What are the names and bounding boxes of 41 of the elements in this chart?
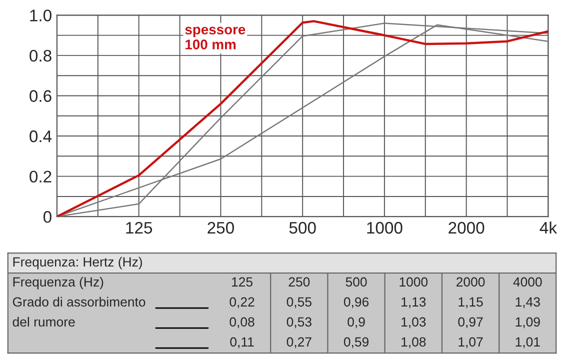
x-tick-label: 125 [126,222,152,234]
y-tick-label: 0.2 [30,170,52,183]
text: 1,13 [402,297,426,308]
x-tick-label: 500 [289,222,316,234]
text: 4000 [513,277,542,287]
y-tick-label: 0 [43,211,52,223]
text: 0,96 [344,297,369,308]
text: 0,08 [230,317,254,328]
text: 1,01 [516,337,540,348]
text: 0,22 [230,297,254,308]
text: 0,53 [286,317,312,328]
text: Frequenza: Hertz (Hz) [13,256,142,270]
text: 0,97 [458,317,483,328]
text: 0,9 [348,317,365,328]
text: 2000 [456,277,485,287]
x-tick-label: 2000 [448,222,484,234]
text: 1,03 [402,317,426,328]
text: 1000 [400,277,428,287]
y-tick-label: 0.6 [30,90,52,102]
text: 1,15 [458,297,483,308]
series-label: spessore 100 mm [185,26,246,50]
text: 0,59 [344,337,368,348]
x-tick-label: 250 [208,222,234,234]
x-tick-label: 1000 [367,222,402,234]
text: 1,08 [402,337,426,348]
text: 0,55 [286,297,312,308]
y-tick-label: 0.4 [30,130,52,142]
y-tick-label: 0.8 [30,50,52,62]
text: 250 [288,277,310,287]
text: Grado di assorbimento [12,296,146,307]
text: 1,09 [516,317,540,328]
text: 0,11 [230,337,254,348]
text: 125 [232,277,252,287]
text: 1,07 [458,337,483,348]
x-tick-label: 4k [540,221,558,234]
y-tick-label: 1.0 [30,10,52,22]
text: 1,43 [516,297,540,308]
text: 500 [346,277,367,287]
text: 0,27 [286,337,312,348]
text: del rumore [12,316,75,327]
text: Frequenza (Hz) [13,276,104,290]
